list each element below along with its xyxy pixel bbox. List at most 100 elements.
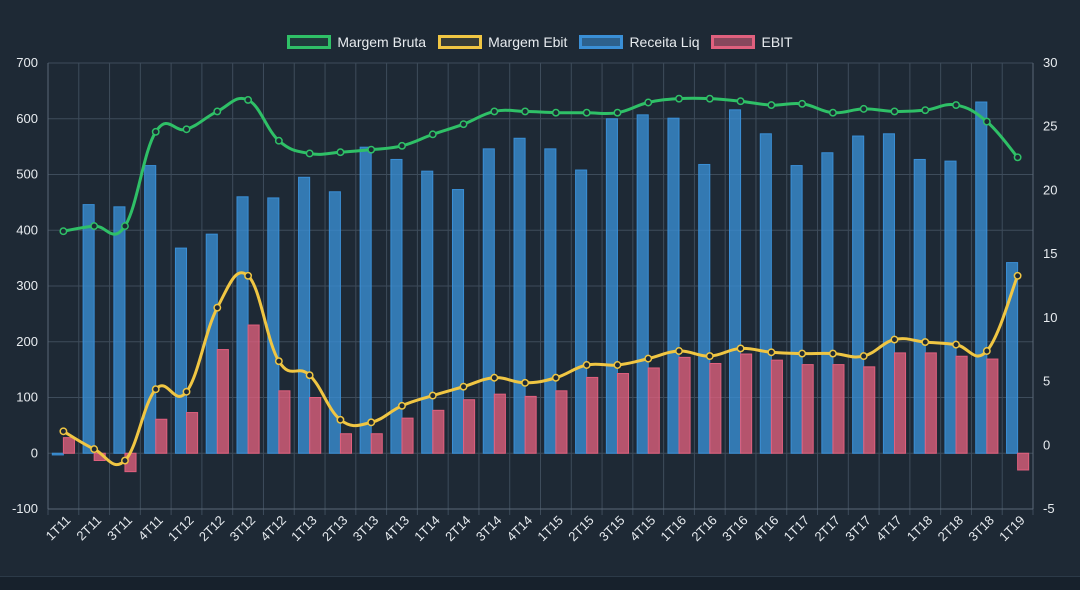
point-margem-bruta — [490, 107, 499, 116]
point-margem-bruta — [859, 104, 868, 113]
y-left-tick-label: 200 — [16, 334, 38, 349]
y-right-tick-label: 25 — [1043, 119, 1057, 134]
point-margem-ebit — [613, 361, 622, 369]
bar-ebit — [863, 366, 876, 454]
x-tick-label: 2T15 — [565, 513, 597, 545]
x-tick-label: 2T18 — [935, 513, 967, 545]
bar-ebit — [986, 358, 999, 454]
bar-receita-liq — [852, 135, 865, 454]
point-margem-ebit — [305, 371, 314, 380]
y-left-tick-label: 600 — [16, 111, 38, 126]
x-tick-label: 1T18 — [904, 513, 936, 545]
y-right-tick-label: -5 — [1043, 501, 1055, 516]
legend-item-margem-bruta[interactable]: Margem Bruta — [287, 34, 426, 50]
x-tick-label: 4T11 — [135, 513, 166, 544]
point-margem-bruta — [274, 136, 283, 145]
point-margem-ebit — [213, 303, 222, 312]
bar-ebit — [401, 417, 414, 454]
point-margem-bruta — [1013, 153, 1022, 162]
y-left-tick-label: 400 — [16, 222, 38, 237]
point-margem-ebit — [459, 382, 468, 391]
bar-ebit — [186, 412, 199, 454]
legend-swatch-receita-liq — [579, 35, 624, 49]
bar-receita-liq — [882, 133, 895, 454]
bar-ebit — [216, 349, 229, 454]
point-margem-bruta — [736, 97, 745, 106]
legend: Margem Bruta Margem Ebit Receita Liq EBI… — [0, 34, 1080, 50]
point-margem-ebit — [121, 456, 129, 465]
y-left-tick-label: 100 — [16, 390, 38, 405]
point-margem-ebit — [1013, 271, 1022, 280]
bar-ebit — [647, 367, 660, 454]
point-margem-ebit — [890, 335, 899, 344]
legend-item-ebit[interactable]: EBIT — [711, 34, 793, 50]
bar-receita-liq — [728, 109, 742, 454]
point-margem-ebit — [644, 354, 653, 363]
bar-receita-liq — [636, 114, 649, 454]
point-margem-ebit — [244, 271, 253, 280]
point-margem-ebit — [490, 373, 499, 382]
bar-receita-liq — [790, 165, 803, 454]
bar-receita-liq — [698, 163, 711, 454]
point-margem-ebit — [675, 347, 683, 355]
bar-receita-liq — [390, 158, 403, 454]
bar-receita-liq — [144, 165, 157, 454]
point-margem-bruta — [551, 108, 560, 117]
x-tick-label: 3T15 — [596, 513, 628, 545]
bar-ebit — [493, 393, 506, 454]
point-margem-bruta — [982, 117, 991, 126]
y-left-tick-label: 500 — [16, 167, 38, 182]
point-margem-bruta — [182, 125, 191, 134]
x-tick-label: 1T12 — [165, 513, 197, 545]
bar-receita-liq — [205, 233, 218, 454]
bar-ebit — [278, 390, 291, 454]
point-margem-bruta — [705, 94, 714, 103]
point-margem-ebit — [398, 401, 406, 410]
bar-ebit — [339, 433, 353, 454]
x-tick-label: 1T11 — [43, 513, 74, 544]
bar-receita-liq — [51, 452, 64, 456]
point-margem-bruta — [244, 96, 253, 104]
point-margem-bruta — [521, 107, 530, 116]
point-margem-bruta — [367, 145, 376, 154]
bar-receita-liq — [913, 158, 926, 454]
bar-ebit — [62, 437, 75, 454]
bar-ebit — [955, 355, 968, 454]
bar-ebit — [678, 356, 691, 454]
bar-ebit — [309, 397, 322, 454]
bar-ebit — [709, 362, 722, 454]
point-margem-ebit — [151, 385, 160, 394]
bar-ebit — [586, 376, 599, 454]
point-margem-ebit — [90, 445, 99, 454]
bar-receita-liq — [359, 146, 372, 454]
point-margem-ebit — [859, 352, 868, 361]
x-tick-label: 4T16 — [750, 513, 782, 545]
point-margem-bruta — [952, 101, 960, 110]
point-margem-bruta — [644, 98, 653, 107]
point-margem-bruta — [921, 106, 930, 115]
bar-ebit — [801, 364, 814, 454]
point-margem-ebit — [551, 373, 560, 382]
bar-receita-liq — [328, 191, 341, 454]
bar-ebit — [770, 359, 783, 454]
bar-receita-liq — [544, 148, 557, 454]
bar-ebit — [893, 352, 907, 454]
point-margem-bruta — [305, 149, 314, 158]
bar-receita-liq — [821, 152, 834, 454]
point-margem-bruta — [90, 222, 99, 231]
y-left-tick-label: 700 — [16, 55, 38, 70]
x-tick-label: 2T12 — [196, 513, 228, 545]
point-margem-bruta — [767, 101, 776, 110]
bar-receita-liq — [1006, 262, 1019, 454]
x-tick-label: 2T13 — [319, 513, 351, 545]
bar-receita-liq — [236, 196, 249, 454]
y-right-tick-label: 10 — [1043, 310, 1057, 325]
bar-receita-liq — [513, 137, 526, 454]
point-margem-bruta — [428, 130, 437, 139]
legend-swatch-ebit — [711, 35, 756, 49]
legend-item-margem-ebit[interactable]: Margem Ebit — [438, 34, 567, 50]
legend-item-receita-liq[interactable]: Receita Liq — [579, 34, 699, 50]
x-tick-label: 1T16 — [658, 513, 690, 545]
y-right-tick-label: 5 — [1043, 374, 1050, 389]
bar-receita-liq — [759, 133, 772, 454]
